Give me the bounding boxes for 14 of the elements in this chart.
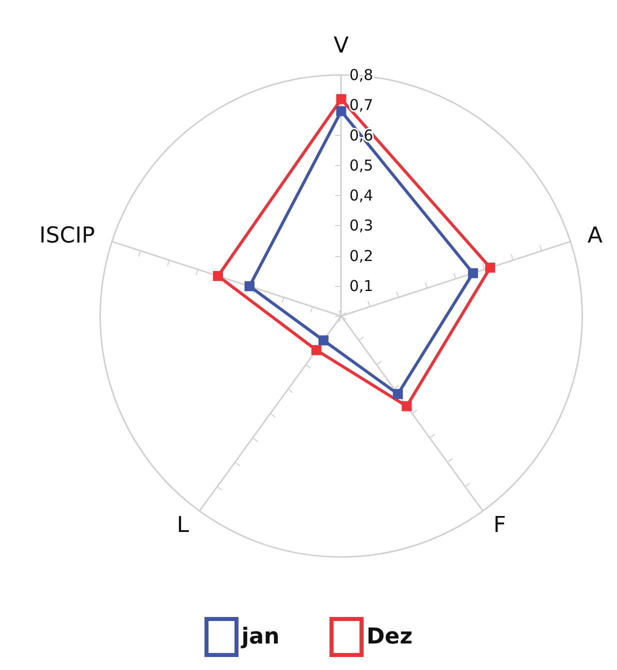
y-tick-label: 0,2 <box>349 246 374 265</box>
y-tick-label: 0,8 <box>349 66 374 84</box>
y-tick-label: 0,4 <box>349 186 374 204</box>
spoke-label: V <box>334 34 349 58</box>
legend-label: Dez <box>366 624 413 650</box>
y-tick-label: 0,5 <box>349 156 374 174</box>
spoke-label: L <box>176 513 190 538</box>
legend-label: jan <box>240 624 280 650</box>
y-tick-label: 0,7 <box>349 96 374 114</box>
y-tick-label: 0,3 <box>349 216 374 235</box>
spoke-label: A <box>588 223 603 248</box>
spoke-label: ISCIP <box>39 223 95 248</box>
y-tick-label: 0,1 <box>349 276 374 295</box>
spoke-label: F <box>493 513 506 538</box>
